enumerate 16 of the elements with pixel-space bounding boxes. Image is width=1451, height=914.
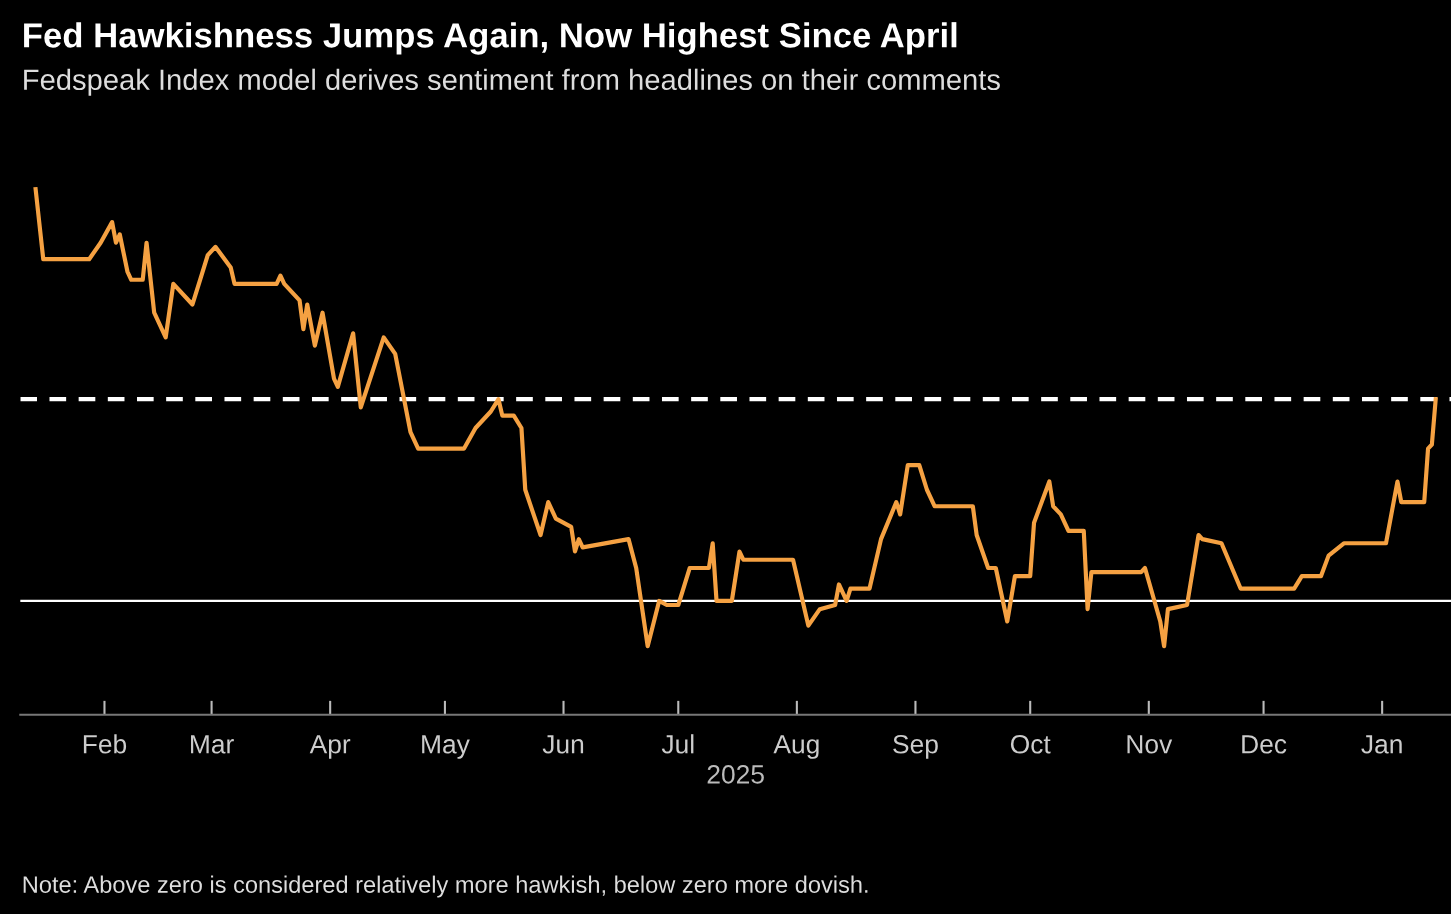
x-axis-title: 2025 [707, 765, 764, 784]
x-tick-label: Nov [1127, 735, 1173, 754]
x-tick-label: Feb [83, 734, 127, 754]
x-tick-label: Jul [661, 734, 694, 754]
x-tick-label: Mar [191, 735, 234, 754]
chart-title: Fed Hawkishness Jumps Again, Now Highest Since April [24, 22, 957, 55]
x-tick-label: Aug [773, 735, 819, 759]
x-tick-label: Jan [1361, 735, 1402, 754]
x-tick-label: Apr [309, 735, 351, 759]
x-tick-label: Jun [542, 735, 584, 754]
chart-subtitle: Fedspeak Index model derives sentiment from headlines on their comments [24, 68, 1000, 96]
text: Note: Above zero is considered relatively more hawkish, below zero more dovish. [23, 875, 868, 898]
x-tick-label: May [422, 735, 470, 759]
x-tick-label: Sep [893, 734, 938, 759]
x-tick-label: Dec [1242, 735, 1287, 754]
x-tick-label: Oct [1010, 734, 1051, 754]
